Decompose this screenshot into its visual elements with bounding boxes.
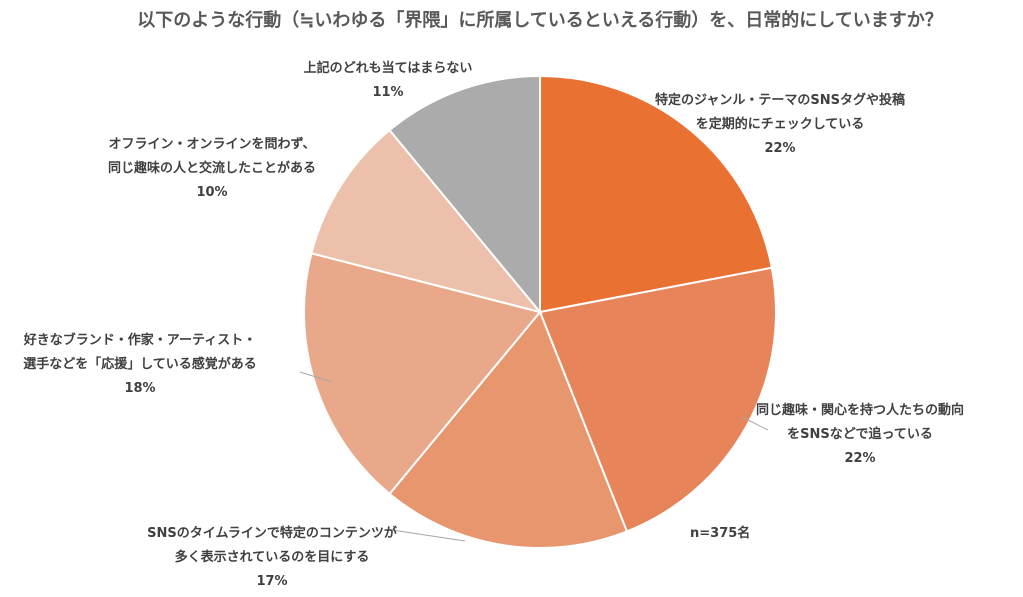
leader-line-4	[299, 371, 333, 383]
slice-label-line: オフライン・オンラインを問わず、	[108, 136, 315, 152]
slice-percent-label: 18%	[124, 381, 155, 396]
leader-lines	[299, 371, 769, 542]
slice-labels: 特定のジャンル・テーマのSNSタグや投稿を定期的にチェックしている 22%同じ趣味…	[23, 60, 964, 589]
slice-label-line: 特定のジャンル・テーマのSNSタグや投稿	[655, 92, 905, 108]
pie-slice-5	[310, 128, 543, 314]
slice-percent-label: 22%	[764, 141, 795, 156]
slice-percent-label: 17%	[256, 574, 287, 589]
slice-label-1: 特定のジャンル・テーマのSNSタグや投稿を定期的にチェックしている 22%	[655, 92, 905, 156]
slice-label-2: 同じ趣味・関心を持つ人たちの動向をSNSなどで追っている 22%	[756, 402, 964, 466]
slice-label-5: オフライン・オンラインを問わず、同じ趣味の人と交流したことがある 10%	[108, 136, 316, 200]
slice-percent-label: 10%	[196, 185, 227, 200]
leader-line-2	[741, 416, 769, 431]
sample-size-note: n=375名	[690, 525, 750, 541]
leader-line-3	[391, 529, 466, 542]
slice-label-line: 多く表示されているのを目にする	[175, 549, 370, 565]
slice-percent-label: 22%	[844, 451, 875, 466]
pie-slice-2	[538, 266, 777, 533]
pie-slices	[303, 74, 777, 550]
pie-slice-6	[388, 74, 541, 315]
slice-label-line: 選手などを「応援」している感覚がある	[23, 356, 257, 372]
slice-percent-label: 11%	[372, 85, 403, 100]
slice-label-line: 同じ趣味の人と交流したことがある	[108, 160, 316, 176]
slice-label-line: 上記のどれも当てはまらない	[304, 60, 473, 76]
slice-label-line: を定期的にチェックしている	[696, 116, 865, 132]
slice-label-3: SNSのタイムラインで特定のコンテンツが多く表示されているのを目にする 17%	[147, 525, 397, 589]
pie-slice-1	[539, 74, 773, 314]
chart-title: 以下のような行動（≒いわゆる「界隈」に所属しているといえる行動）を、日常的にして…	[137, 9, 942, 31]
pie-slice-3	[388, 310, 629, 550]
slice-label-line: 好きなブランド・作家・アーティスト・	[23, 332, 256, 348]
slice-label-line: SNSのタイムラインで特定のコンテンツが	[147, 525, 397, 541]
slice-label-6: 上記のどれも当てはまらない 11%	[304, 60, 473, 100]
slice-label-4: 好きなブランド・作家・アーティスト・選手などを「応援」している感覚がある 18%	[23, 332, 257, 396]
slice-label-line: をSNSなどで追っている	[787, 426, 933, 442]
pie-slice-4	[303, 252, 542, 496]
slice-label-line: 同じ趣味・関心を持つ人たちの動向	[756, 402, 964, 418]
